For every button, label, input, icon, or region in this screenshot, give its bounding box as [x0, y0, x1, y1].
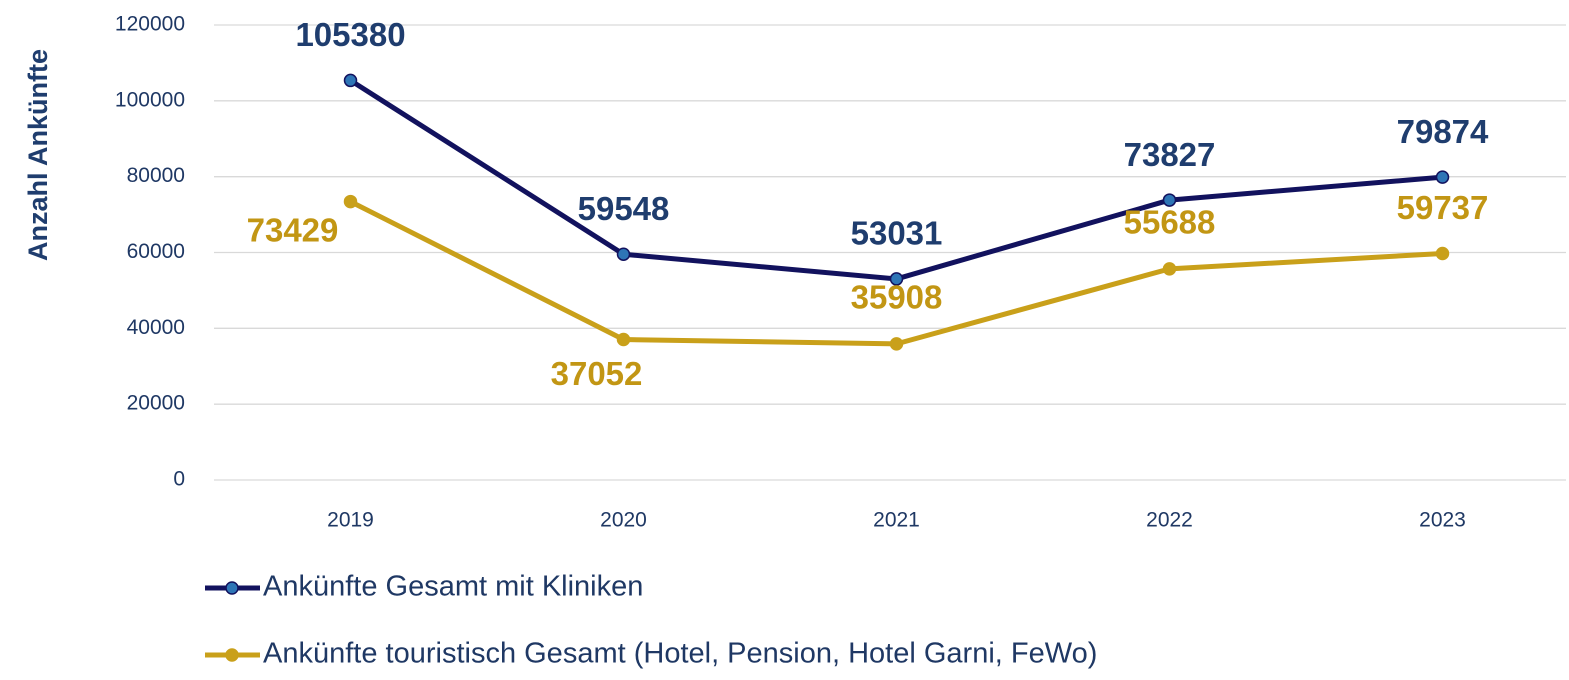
data-label: 59548	[578, 190, 670, 227]
marker	[1435, 170, 1450, 184]
data-label: 105380	[295, 16, 405, 53]
y-tick-label: 40000	[127, 316, 185, 339]
legend-label: Ankünfte touristisch Gesamt (Hotel, Pens…	[263, 638, 1097, 670]
data-label: 59737	[1397, 189, 1489, 226]
marker	[889, 272, 904, 286]
x-tick-label: 2021	[873, 509, 920, 532]
data-label: 73827	[1124, 136, 1216, 173]
data-label: 55688	[1124, 204, 1216, 241]
marker	[1435, 246, 1450, 261]
y-tick-label: 20000	[127, 392, 185, 415]
marker	[616, 332, 631, 347]
x-tick-label: 2023	[1419, 509, 1466, 532]
legend-marker	[225, 581, 239, 595]
y-tick-label: 60000	[127, 240, 185, 263]
x-tick-label: 2019	[327, 509, 374, 532]
x-tick-label: 2020	[600, 509, 647, 532]
data-label: 53031	[851, 215, 943, 252]
data-label: 73429	[247, 211, 339, 248]
y-axis-title: Anzahl Ankünfte	[23, 49, 53, 261]
marker	[343, 73, 358, 88]
data-label: 37052	[551, 355, 643, 392]
data-label: 35908	[851, 279, 943, 316]
marker	[343, 194, 358, 209]
y-tick-label: 120000	[115, 13, 185, 36]
marker	[1162, 262, 1177, 276]
y-tick-label: 80000	[127, 164, 185, 187]
marker	[1162, 193, 1177, 207]
marker	[889, 337, 904, 351]
x-tick-label: 2022	[1146, 509, 1193, 532]
marker	[616, 247, 631, 261]
data-label: 79874	[1397, 113, 1489, 150]
legend-label: Ankünfte Gesamt mit Kliniken	[263, 571, 643, 603]
y-tick-label: 0	[173, 468, 185, 491]
y-tick-label: 100000	[115, 88, 185, 111]
legend-marker	[225, 648, 239, 662]
